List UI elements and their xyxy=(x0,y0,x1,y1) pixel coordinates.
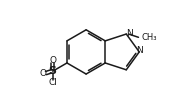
Text: CH₃: CH₃ xyxy=(142,33,157,42)
Text: N: N xyxy=(136,46,143,55)
Text: N: N xyxy=(126,29,132,38)
Text: O: O xyxy=(40,69,47,78)
Text: S: S xyxy=(49,66,57,76)
Text: O: O xyxy=(49,56,56,65)
Text: Cl: Cl xyxy=(48,78,57,87)
